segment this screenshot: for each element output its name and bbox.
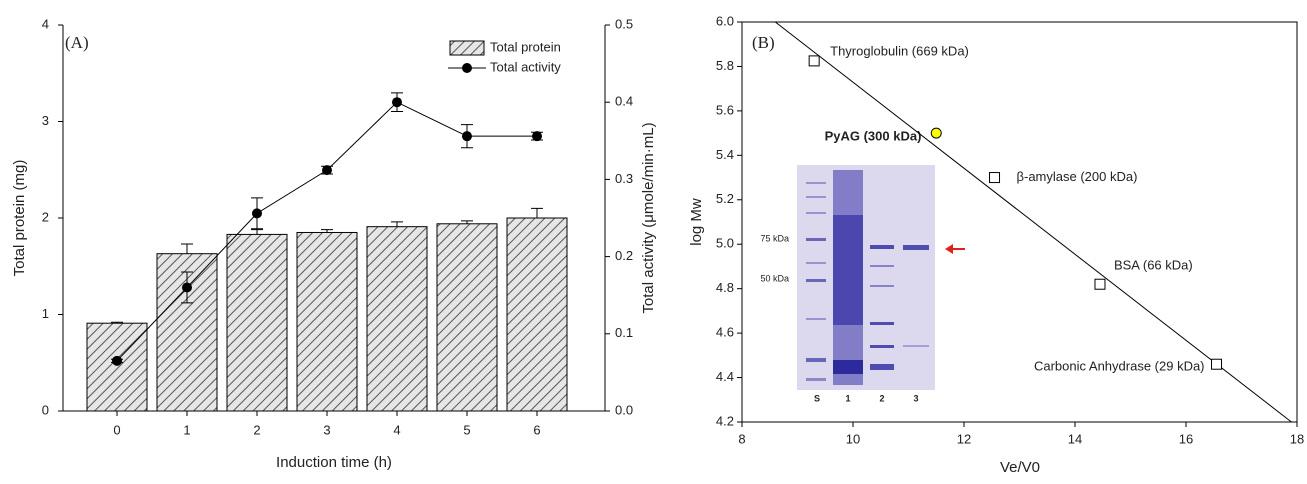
sample-point — [931, 128, 941, 138]
point — [809, 56, 819, 66]
y-tick-label: 4.8 — [716, 280, 734, 295]
line-marker — [392, 97, 402, 107]
y-tick-label: 5.2 — [716, 191, 734, 206]
figure: (A) Induction time (h) Total protein (mg… — [0, 0, 1307, 479]
point — [1095, 279, 1105, 289]
y-tick-label: 0 — [42, 402, 49, 417]
y-tick-label: 5.6 — [716, 102, 734, 117]
sample-label: PyAG (300 kDa) — [825, 128, 922, 143]
y2-tick-label: 0.5 — [615, 16, 633, 31]
y2-tick-label: 0.1 — [615, 325, 633, 340]
x-tick-label: 18 — [1290, 431, 1304, 446]
point — [1212, 359, 1222, 369]
error-bar — [181, 244, 193, 254]
point-label: BSA (66 kDa) — [1114, 258, 1193, 273]
bar — [227, 234, 287, 411]
line-marker — [252, 208, 262, 218]
lane-label: 2 — [879, 393, 884, 403]
y-tick-label: 6.0 — [716, 13, 734, 28]
y-axis-label: Total protein (mg) — [11, 160, 28, 277]
x-tick-label: 12 — [957, 431, 971, 446]
line-marker — [112, 356, 122, 366]
lane-label: 1 — [845, 393, 850, 403]
y2-axis-label: Total activity (μmole/min·mL) — [640, 122, 657, 313]
y-tick-label: 5.0 — [716, 236, 734, 251]
y2-tick-label: 0.0 — [615, 402, 633, 417]
x-tick-label: 3 — [323, 422, 330, 437]
y-tick-label: 2 — [42, 209, 49, 224]
gel-inset — [797, 165, 965, 390]
y-tick-label: 5.8 — [716, 58, 734, 73]
legend-label: Total activity — [490, 59, 561, 74]
line-marker — [462, 131, 472, 141]
x-tick-label: 16 — [1179, 431, 1193, 446]
y-tick-label: 4.6 — [716, 325, 734, 340]
legend-swatch — [462, 63, 472, 73]
y2-tick-label: 0.3 — [615, 171, 633, 186]
line-marker — [532, 131, 542, 141]
bar — [87, 323, 147, 411]
x-tick-label: 2 — [253, 422, 260, 437]
legend-label: Total protein — [490, 39, 561, 54]
x-tick-label: 8 — [738, 431, 745, 446]
error-bar — [251, 230, 263, 235]
y-axis-label: log Mw — [688, 198, 705, 246]
x-axis-label: Induction time (h) — [276, 454, 392, 471]
x-tick-label: 4 — [393, 422, 400, 437]
bar — [437, 224, 497, 411]
line-marker — [182, 282, 192, 292]
y-tick-label: 3 — [42, 113, 49, 128]
lane-label: S — [814, 393, 820, 403]
point-label: β-amylase (200 kDa) — [1017, 169, 1138, 184]
panel-label: (A) — [65, 33, 89, 52]
y-tick-label: 4 — [42, 16, 49, 31]
y-tick-label: 5.4 — [716, 147, 734, 162]
legend-swatch — [450, 41, 484, 55]
error-bar — [391, 222, 403, 227]
error-bar — [531, 208, 543, 218]
x-tick-label: 10 — [846, 431, 860, 446]
lane-label: 3 — [913, 393, 918, 403]
bar — [507, 218, 567, 411]
y2-tick-label: 0.2 — [615, 248, 633, 263]
y-tick-label: 1 — [42, 306, 49, 321]
x-tick-label: 0 — [113, 422, 120, 437]
marker-label: 75 kDa — [760, 233, 789, 243]
point-label: Carbonic Anhydrase (29 kDa) — [1034, 359, 1205, 374]
y-tick-label: 4.2 — [716, 413, 734, 428]
bar — [367, 227, 427, 411]
panel-label: (B) — [752, 33, 775, 52]
line-marker — [322, 165, 332, 175]
x-axis-label: Ve/V0 — [1000, 459, 1040, 476]
marker-label: 50 kDa — [760, 273, 789, 283]
point-label: Thyroglobulin (669 kDa) — [830, 43, 969, 58]
x-tick-label: 1 — [183, 422, 190, 437]
x-tick-label: 6 — [533, 422, 540, 437]
point — [990, 173, 1000, 183]
y-tick-label: 4.4 — [716, 369, 734, 384]
x-tick-label: 5 — [463, 422, 470, 437]
bar — [297, 232, 357, 411]
y2-tick-label: 0.4 — [615, 94, 633, 109]
x-tick-label: 14 — [1068, 431, 1082, 446]
